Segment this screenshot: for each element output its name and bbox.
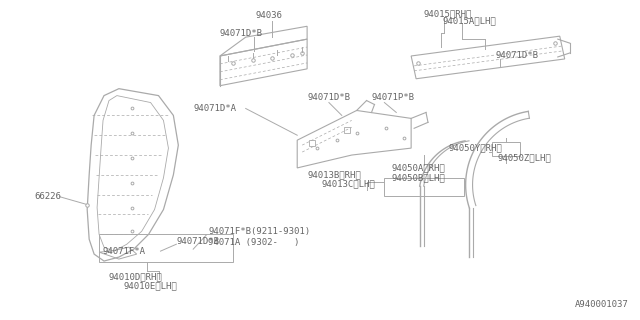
Text: 94010E〈LH〉: 94010E〈LH〉 <box>124 281 177 290</box>
Text: 94050B〈LH〉: 94050B〈LH〉 <box>391 173 445 182</box>
Text: 94071D*B: 94071D*B <box>220 29 263 38</box>
Text: 94013C〈LH〉: 94013C〈LH〉 <box>322 179 376 188</box>
Text: A940001037: A940001037 <box>575 300 628 308</box>
Text: 94071A (9302-   ): 94071A (9302- ) <box>208 238 300 247</box>
Bar <box>385 178 463 196</box>
Text: 94071D*A: 94071D*A <box>193 104 236 113</box>
Text: 94071D*B: 94071D*B <box>307 93 350 102</box>
Text: 94015〈RH〉: 94015〈RH〉 <box>423 9 472 18</box>
Text: 94036: 94036 <box>255 11 282 20</box>
Text: 94071F*A: 94071F*A <box>102 247 145 256</box>
Text: 94050A〈RH〉: 94050A〈RH〉 <box>391 164 445 172</box>
Text: 94071F*B(9211-9301): 94071F*B(9211-9301) <box>208 227 310 236</box>
Text: 94050Y〈RH〉: 94050Y〈RH〉 <box>449 144 502 153</box>
Bar <box>344 127 349 133</box>
Text: 94071P*B: 94071P*B <box>371 93 415 102</box>
Bar <box>309 140 315 146</box>
Text: 94013B〈RH〉: 94013B〈RH〉 <box>307 170 361 180</box>
Bar <box>492 142 520 156</box>
Text: 94015A〈LH〉: 94015A〈LH〉 <box>443 17 497 26</box>
Text: 66226: 66226 <box>35 192 61 201</box>
Text: 94071D*B: 94071D*B <box>177 237 220 246</box>
Text: 94010D〈RH〉: 94010D〈RH〉 <box>109 272 163 281</box>
Text: 94071D*B: 94071D*B <box>495 52 538 60</box>
Text: 94050Z〈LH〉: 94050Z〈LH〉 <box>497 154 551 163</box>
Bar <box>99 234 233 262</box>
